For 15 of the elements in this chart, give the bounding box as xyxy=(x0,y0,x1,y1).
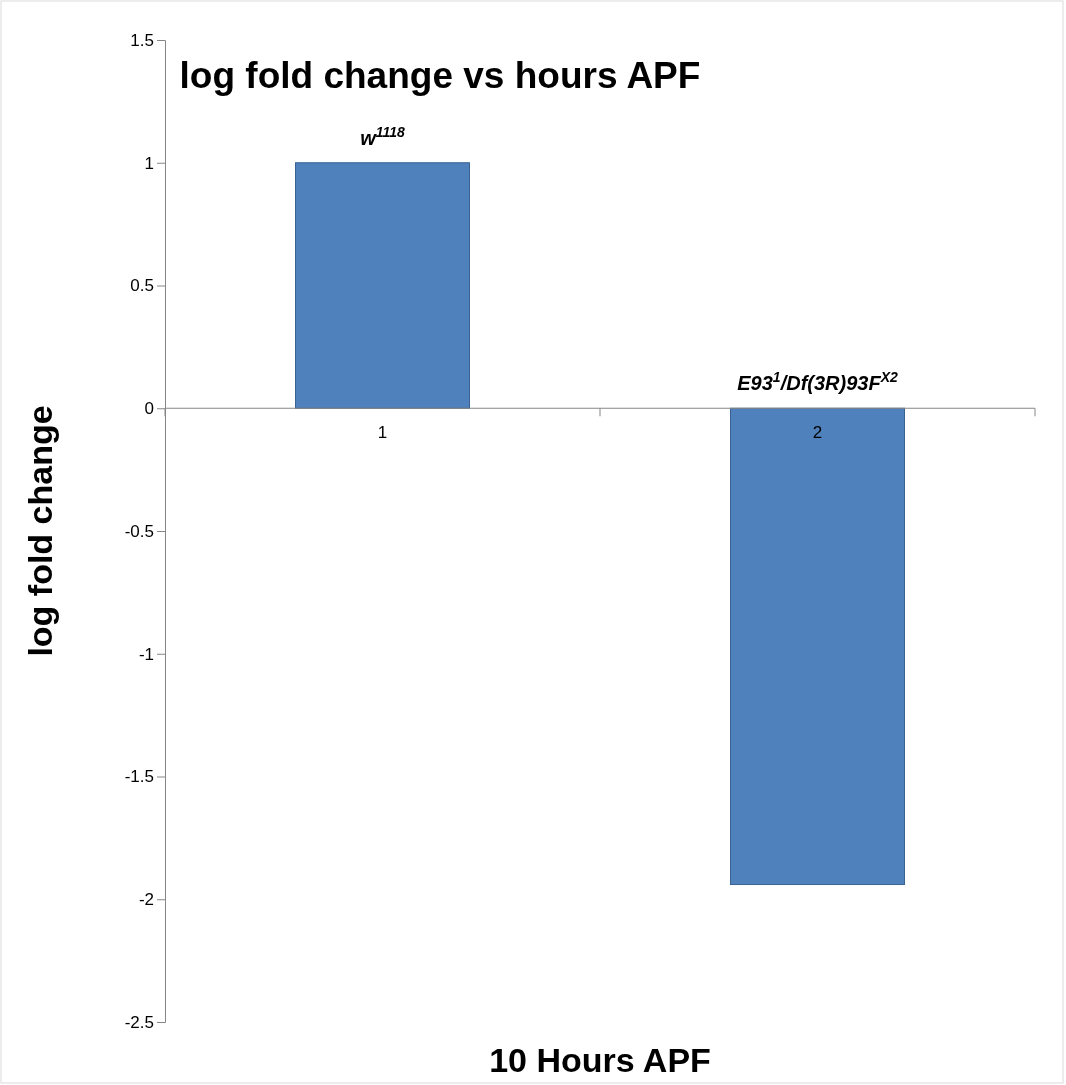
y-tick-label: 1 xyxy=(144,153,154,173)
y-tick-label: -1 xyxy=(138,644,154,664)
y-tick-label: -0.5 xyxy=(124,521,154,541)
y-tick-label: 0 xyxy=(144,399,154,419)
annotation: w$^{1118}$ xyxy=(360,123,406,149)
x-axis-title: 10 Hours APF xyxy=(489,1041,711,1079)
annotation: E93$^{1}$/Df(3R)93F$^{X2}$ xyxy=(737,369,898,395)
y-tick-label: 1.5 xyxy=(130,30,154,50)
chart-title: log fold change vs hours APF xyxy=(179,55,701,96)
y-axis-title: log fold change xyxy=(21,405,59,657)
y-tick-label: -1.5 xyxy=(124,767,154,787)
y-tick-label: -2 xyxy=(138,890,154,910)
y-tick-label: 0.5 xyxy=(130,276,154,296)
x-tick-label: 2 xyxy=(812,423,823,443)
y-tick-label: -2.5 xyxy=(124,1012,154,1032)
